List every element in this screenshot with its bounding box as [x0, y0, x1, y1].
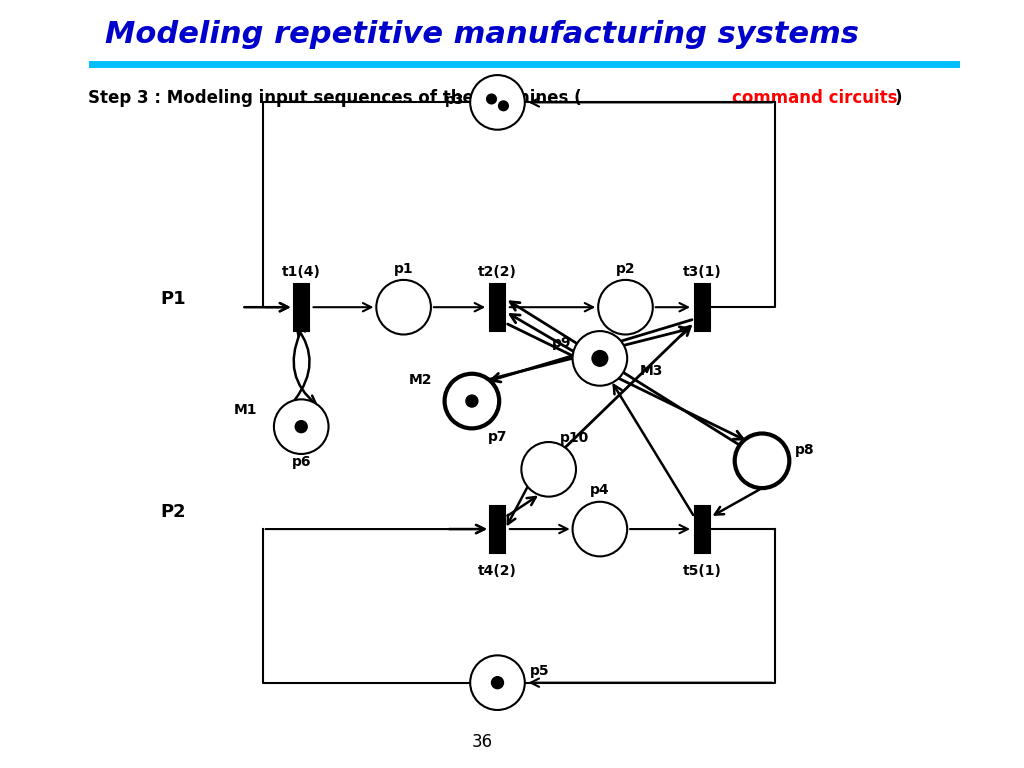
Text: t4(2): t4(2): [478, 564, 517, 578]
Text: Step 3 : Modeling input sequences of the machines (: Step 3 : Modeling input sequences of the…: [88, 89, 582, 107]
Text: command circuits: command circuits: [732, 89, 898, 107]
Text: p6: p6: [292, 455, 311, 469]
FancyBboxPatch shape: [694, 505, 710, 552]
Circle shape: [444, 374, 499, 429]
Circle shape: [470, 655, 524, 710]
Text: p7: p7: [487, 430, 507, 444]
Text: ): ): [894, 89, 902, 107]
Text: P2: P2: [161, 503, 186, 521]
Text: P1: P1: [161, 290, 186, 308]
FancyBboxPatch shape: [489, 283, 505, 331]
Circle shape: [591, 350, 608, 367]
FancyBboxPatch shape: [694, 283, 710, 331]
Text: t5(1): t5(1): [683, 564, 722, 578]
Text: p2: p2: [615, 262, 635, 276]
Circle shape: [486, 94, 497, 104]
Text: p1: p1: [394, 262, 414, 276]
Circle shape: [470, 75, 524, 130]
Text: t3(1): t3(1): [683, 266, 722, 280]
FancyBboxPatch shape: [489, 505, 505, 552]
Circle shape: [466, 395, 478, 407]
Circle shape: [273, 399, 329, 454]
Circle shape: [498, 101, 509, 111]
Text: M3: M3: [639, 364, 663, 378]
Text: p10: p10: [560, 432, 589, 445]
Circle shape: [521, 442, 575, 497]
Text: Modeling repetitive manufacturing systems: Modeling repetitive manufacturing system…: [105, 20, 859, 48]
FancyBboxPatch shape: [294, 283, 309, 331]
Circle shape: [598, 280, 652, 335]
Circle shape: [492, 677, 504, 689]
Text: p8: p8: [795, 442, 814, 456]
Circle shape: [734, 433, 790, 488]
Text: p3: p3: [445, 93, 465, 107]
Circle shape: [376, 280, 431, 335]
Text: p9: p9: [552, 336, 571, 350]
Circle shape: [572, 502, 627, 556]
Text: t1(4): t1(4): [282, 266, 321, 280]
Circle shape: [572, 331, 627, 386]
Circle shape: [295, 421, 307, 432]
Text: M1: M1: [234, 402, 257, 416]
Text: p5: p5: [530, 664, 550, 678]
Text: t2(2): t2(2): [478, 266, 517, 280]
Text: 36: 36: [472, 733, 493, 751]
Text: M2: M2: [409, 372, 432, 387]
Text: p4: p4: [590, 484, 609, 498]
